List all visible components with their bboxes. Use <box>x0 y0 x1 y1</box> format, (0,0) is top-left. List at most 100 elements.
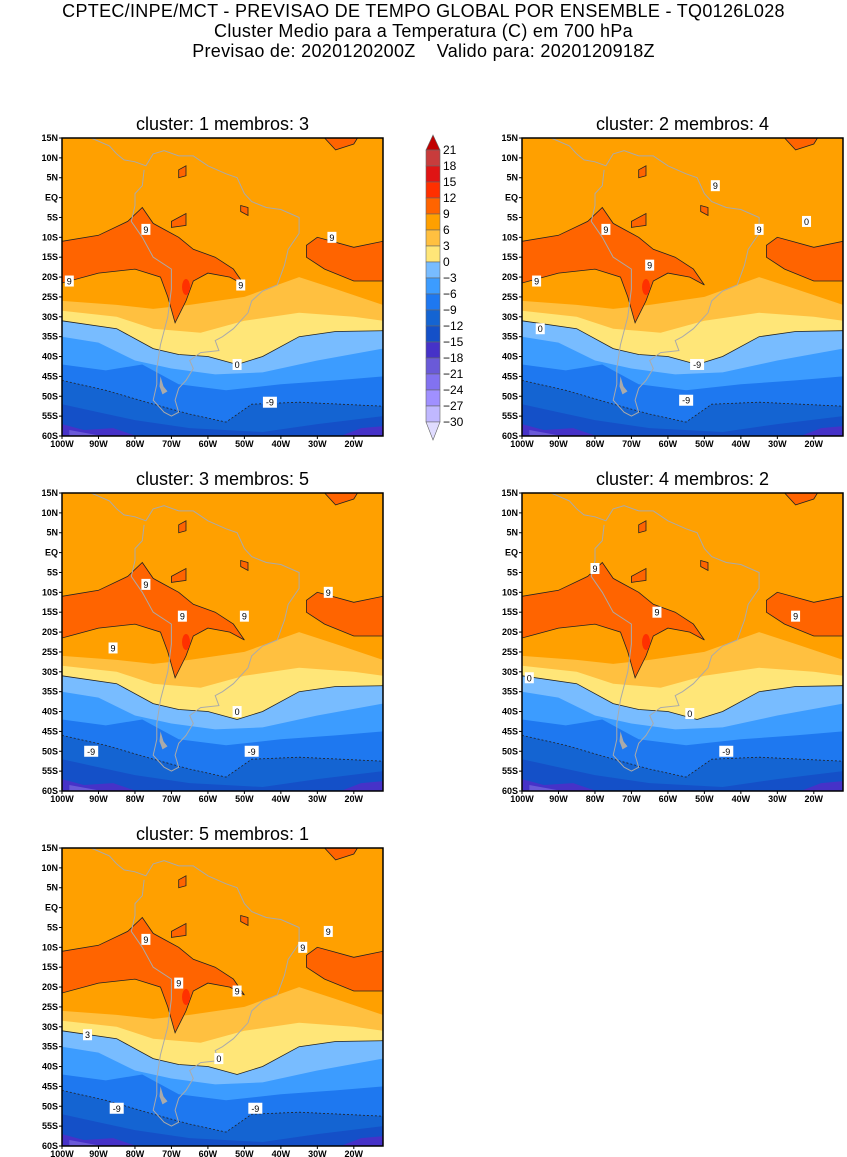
lat-tick-label: 60S <box>502 431 518 441</box>
lon-tick-label: 90W <box>549 794 568 804</box>
colorbar-label: 6 <box>443 223 450 237</box>
lat-tick-label: 50S <box>42 1101 58 1111</box>
colorbar-label: 21 <box>443 143 457 157</box>
lon-tick-label: 40W <box>732 794 751 804</box>
lat-tick-label: 40S <box>42 1062 58 1072</box>
lat-tick-label: 15S <box>42 607 58 617</box>
lon-tick-label: 60W <box>199 1149 218 1157</box>
contour-0 <box>522 320 843 365</box>
panel-frame <box>521 492 844 792</box>
lat-tick-label: 35S <box>42 1042 58 1052</box>
lat-tick-label: 30S <box>502 667 518 677</box>
contour-9-region <box>631 567 647 583</box>
lat-tick-label: 5S <box>47 567 58 577</box>
colorbar-label: 12 <box>443 191 457 205</box>
contour-9-region <box>178 165 187 179</box>
lat-tick-label: 15N <box>41 488 58 498</box>
lon-tick-label: 70W <box>162 1149 181 1157</box>
lat-tick-label: 50S <box>42 391 58 401</box>
lat-tick-label: 60S <box>502 786 518 796</box>
contour-label-box <box>177 610 187 622</box>
contour-label-box <box>108 642 118 654</box>
lat-tick-label: EQ <box>505 548 518 558</box>
lon-tick-label: 100W <box>510 439 534 449</box>
lon-tick-label: 40W <box>272 794 291 804</box>
lon-tick-label: 40W <box>732 439 751 449</box>
warm-core-12 <box>642 634 651 650</box>
panel-frame <box>61 847 384 1147</box>
colorbar-box <box>425 357 441 375</box>
lat-tick-label: 45S <box>502 371 518 381</box>
contour-9-region <box>700 204 709 217</box>
lon-tick-label: 50W <box>235 794 254 804</box>
contour-9-region <box>240 914 249 927</box>
lat-tick-label: 10S <box>502 232 518 242</box>
contour-0 <box>62 320 383 365</box>
contour-label-box <box>791 610 801 622</box>
lon-tick-label: 80W <box>126 794 145 804</box>
lat-tick-label: 15N <box>501 488 518 498</box>
lat-tick-label: 5N <box>506 173 518 183</box>
map-panel-4: cluster: 4 membros: 2 9 9 9 0 0 -9 15N 10N 5N EQ 5S… <box>501 469 844 804</box>
lat-tick-label: 30S <box>502 312 518 322</box>
coastline <box>91 493 300 772</box>
colorbar-box <box>425 325 441 343</box>
panel-frame <box>61 492 384 792</box>
temperature-band <box>69 785 103 791</box>
lat-tick-label: 55S <box>42 1121 58 1131</box>
lat-tick-label: 55S <box>42 766 58 776</box>
lat-tick-label: 30S <box>42 312 58 322</box>
contour-9-region <box>784 138 818 151</box>
contour-label-box <box>679 394 694 406</box>
contour-label: 9 <box>603 225 608 235</box>
lat-tick-label: 35S <box>42 687 58 697</box>
colorbar-label: 18 <box>443 159 457 173</box>
map-panel-1: cluster: 1 membros: 3 9 9 9 9 0 -9 15N 10N 5N EQ 5S… <box>41 114 384 449</box>
lon-tick-label: 50W <box>695 439 714 449</box>
figure-title: CPTEC/INPE/MCT - PREVISAO DE TEMPO GLOBA… <box>62 1 785 21</box>
lat-tick-label: 20S <box>502 272 518 282</box>
contour-label-box <box>690 358 705 370</box>
contour-label-box <box>244 745 259 757</box>
lat-tick-label: 15S <box>502 607 518 617</box>
lat-tick-label: 10N <box>41 508 58 518</box>
colorbar-label: −30 <box>443 415 464 429</box>
contour-label: -9 <box>693 360 701 370</box>
lat-tick-label: 30S <box>42 1022 58 1032</box>
lon-tick-label: 70W <box>162 439 181 449</box>
contour-label: 9 <box>111 643 116 653</box>
lat-tick-label: 35S <box>42 332 58 342</box>
contour-label: 9 <box>647 261 652 271</box>
colorbar-label: −15 <box>443 335 464 349</box>
lat-tick-label: 55S <box>502 411 518 421</box>
colorbar-label: −27 <box>443 399 464 413</box>
contour-9-region <box>178 520 187 534</box>
contour-label: 3 <box>85 1030 90 1040</box>
colorbar-box <box>425 229 441 247</box>
colorbar-box <box>425 261 441 279</box>
lat-tick-label: 10N <box>41 863 58 873</box>
lat-tick-label: 5N <box>506 528 518 538</box>
temperature-band <box>529 785 563 791</box>
lon-tick-label: 80W <box>586 794 605 804</box>
contour-label-box <box>323 586 333 598</box>
panel-title: cluster: 4 membros: 2 <box>596 469 769 489</box>
lat-tick-label: EQ <box>45 903 58 913</box>
lat-tick-label: 5N <box>46 528 58 538</box>
contour-9-region <box>171 922 187 938</box>
lon-tick-label: 80W <box>126 439 145 449</box>
lat-tick-label: 25S <box>502 647 518 657</box>
warm-core-12 <box>642 279 651 295</box>
contour-label: 9 <box>654 608 659 618</box>
lon-tick-label: 20W <box>805 439 824 449</box>
contour-9-region <box>171 567 187 583</box>
panel-title: cluster: 2 membros: 4 <box>596 114 769 134</box>
temperature-band <box>62 1114 383 1146</box>
contour-label-box <box>532 275 542 287</box>
contour-label-box <box>232 706 242 718</box>
contour-label-box <box>262 396 277 408</box>
contour-9-region <box>766 591 843 637</box>
contour-label-box <box>174 977 184 989</box>
lat-tick-label: 45S <box>42 1081 58 1091</box>
lon-tick-label: 90W <box>549 439 568 449</box>
